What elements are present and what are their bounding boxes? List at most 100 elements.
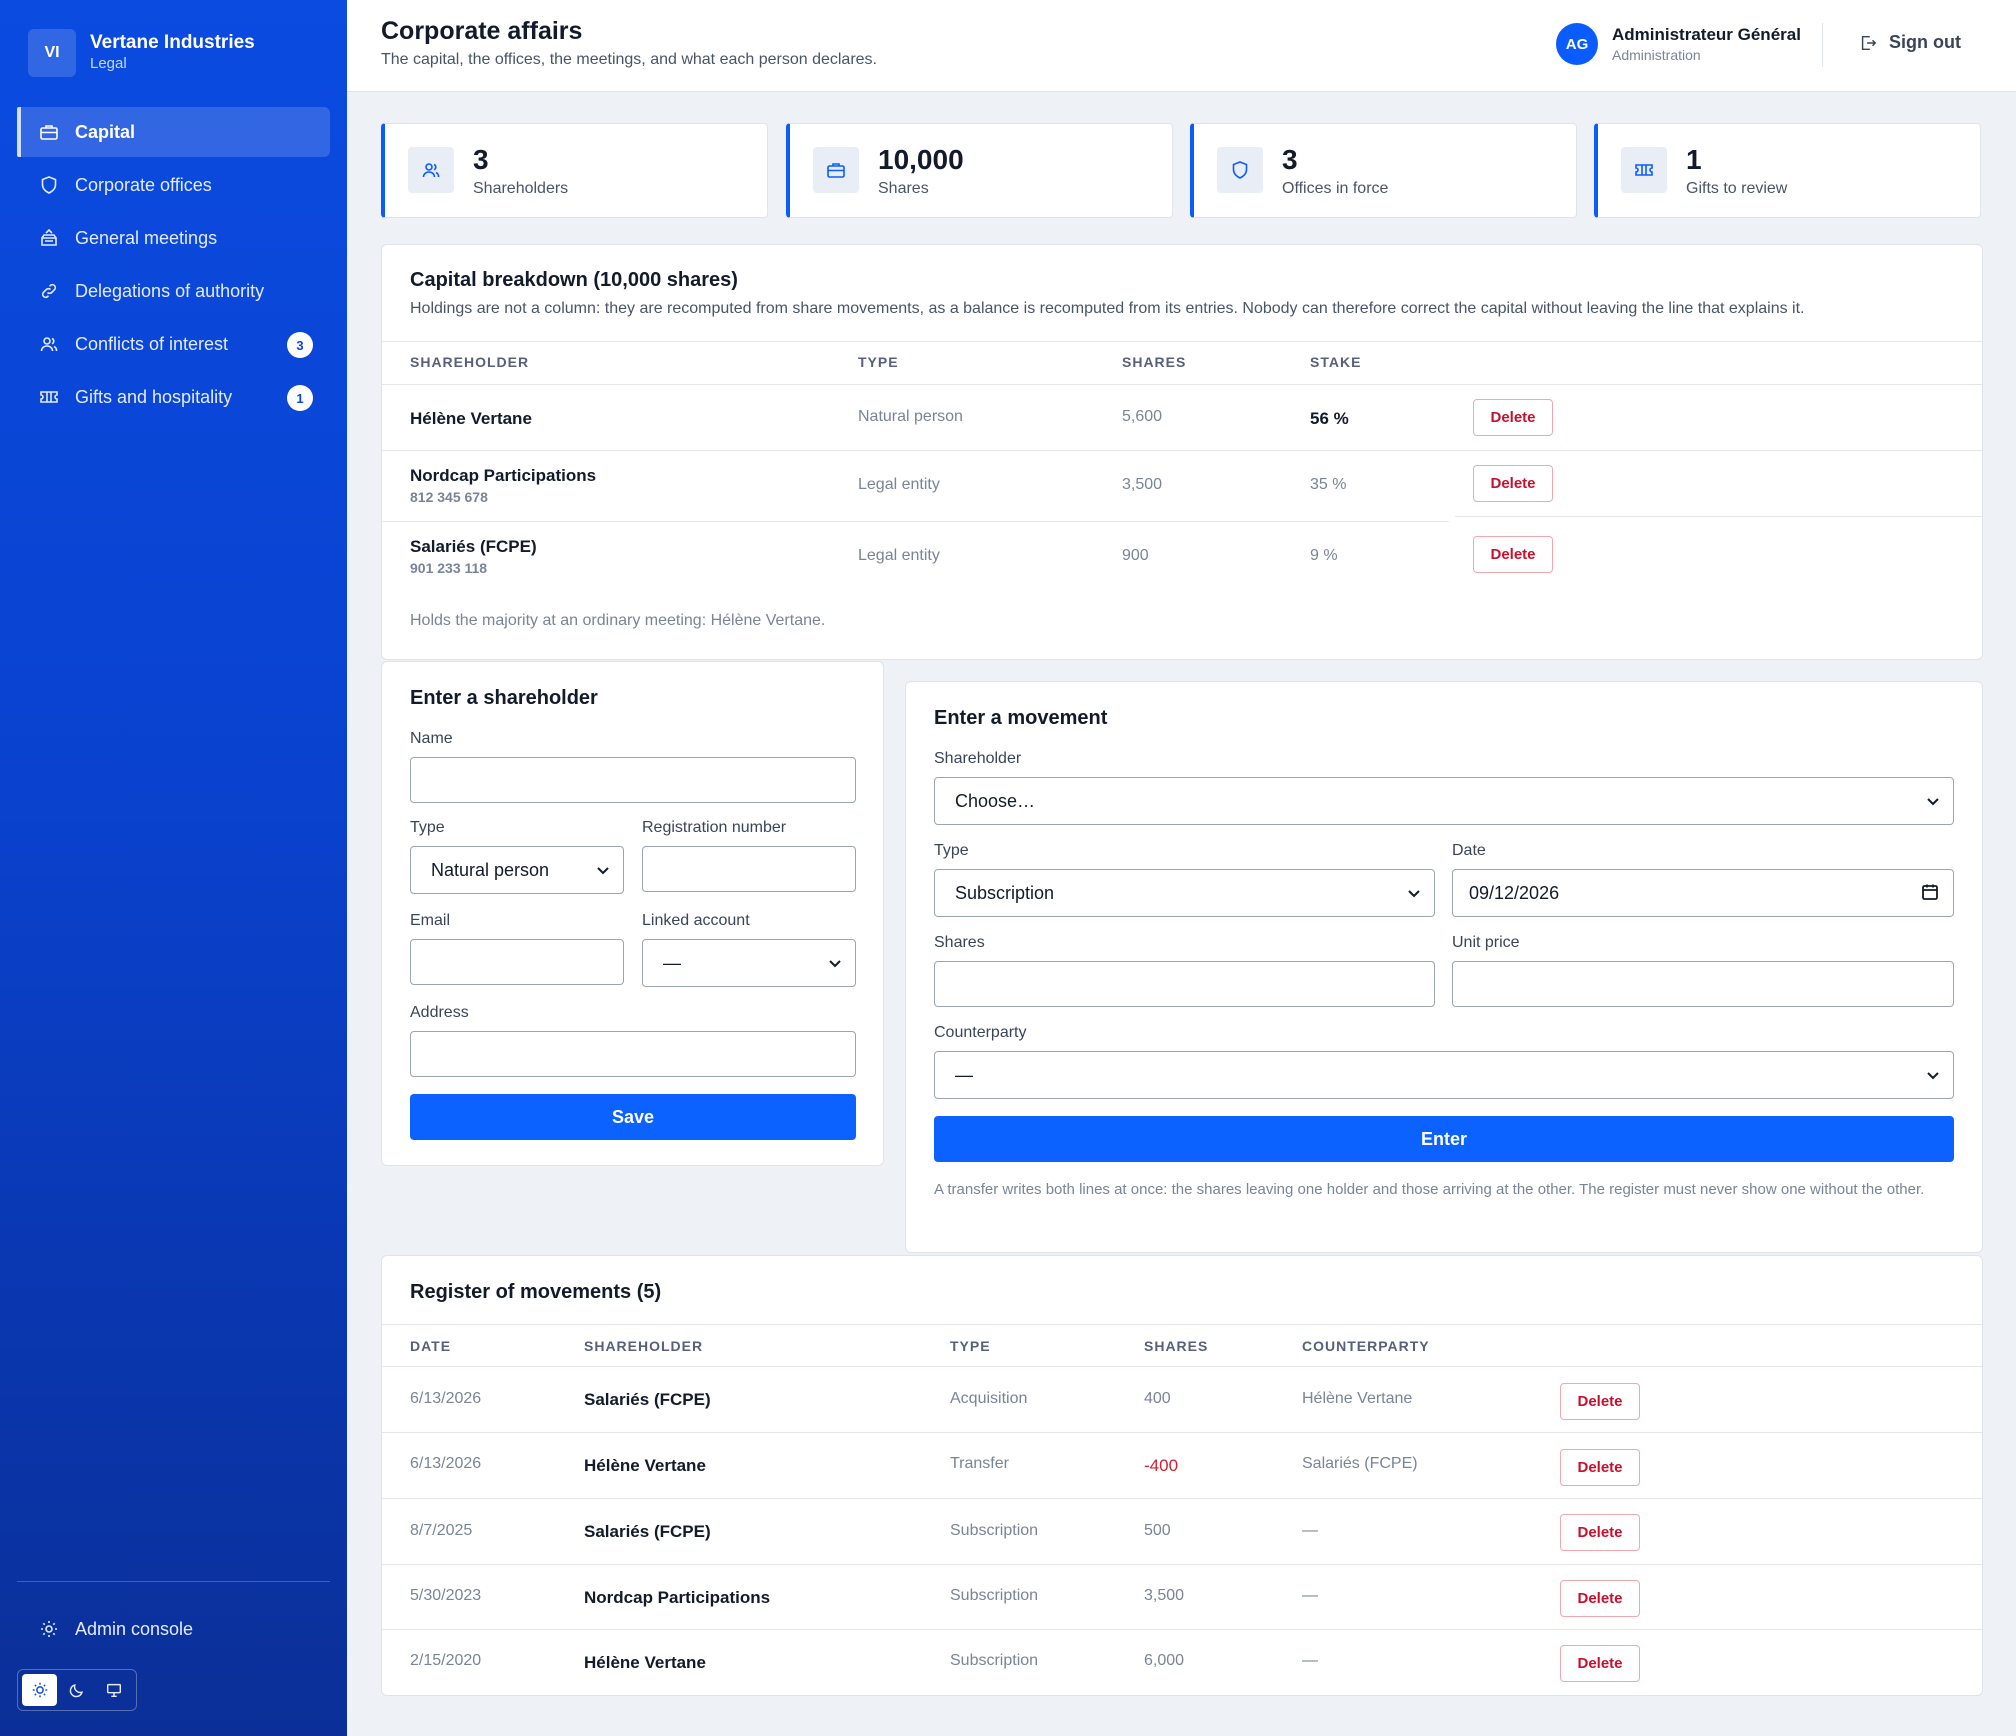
column-header: SHAREHOLDER bbox=[410, 354, 530, 370]
stat-value: 1 bbox=[1686, 144, 1702, 175]
sidebar-divider bbox=[17, 1581, 330, 1582]
movement-counterparty: Salariés (FCPE) bbox=[1302, 1455, 1418, 1472]
ticket-icon bbox=[39, 387, 59, 407]
shareholder-stake: 56 % bbox=[1310, 409, 1349, 428]
ballot-box-icon bbox=[39, 228, 59, 248]
registration-number: 901 233 118 bbox=[410, 560, 488, 576]
shareholder-form-title: Enter a shareholder bbox=[410, 687, 598, 709]
moon-icon bbox=[69, 1684, 83, 1698]
linked-account-label: Linked account bbox=[642, 912, 750, 929]
stat-card-gifts: 1 Gifts to review bbox=[1594, 123, 1981, 218]
email-label: Email bbox=[410, 912, 451, 929]
sidebar-item-label: General meetings bbox=[75, 227, 218, 248]
shares-input[interactable] bbox=[934, 961, 1435, 1007]
shareholder-stake: 35 % bbox=[1310, 476, 1347, 493]
delete-button[interactable]: Delete bbox=[1473, 465, 1553, 502]
table-divider bbox=[382, 1366, 1982, 1367]
enter-button[interactable]: Enter bbox=[934, 1116, 1954, 1162]
delete-button[interactable]: Delete bbox=[1560, 1645, 1640, 1682]
date-value: 09/12/2026 bbox=[1469, 882, 1560, 903]
movement-shareholder: Hélène Vertane bbox=[584, 1653, 706, 1672]
sidebar-item-corporate-offices[interactable]: Corporate offices bbox=[17, 160, 330, 210]
chevron-down-icon bbox=[1927, 798, 1939, 806]
count-badge: 3 bbox=[287, 332, 313, 358]
linked-account-select[interactable]: — bbox=[642, 939, 856, 987]
gear-icon bbox=[39, 1619, 59, 1639]
sidebar-nav: Capital Corporate offices General meetin… bbox=[17, 107, 330, 425]
unit-price-input[interactable] bbox=[1452, 961, 1954, 1007]
email-field[interactable] bbox=[410, 939, 624, 985]
sidebar-item-capital[interactable]: Capital bbox=[17, 107, 330, 157]
movement-date: 6/13/2026 bbox=[410, 1390, 482, 1407]
date-input[interactable]: 09/12/2026 bbox=[1452, 869, 1954, 917]
register-panel: Register of movements (5) DATE SHAREHOLD… bbox=[381, 1255, 1983, 1696]
movement-type: Subscription bbox=[950, 1652, 1039, 1669]
registration-input[interactable] bbox=[642, 846, 856, 892]
user-menu[interactable]: AG Administrateur Général Administration bbox=[1556, 23, 1801, 65]
movement-type-select[interactable]: Subscription bbox=[934, 869, 1435, 917]
name-label: Name bbox=[410, 730, 453, 747]
save-button[interactable]: Save bbox=[410, 1094, 856, 1140]
shareholder-name: Nordcap Participations bbox=[410, 466, 597, 485]
counterparty-select[interactable]: — bbox=[934, 1051, 1954, 1099]
address-input[interactable] bbox=[410, 1031, 856, 1077]
sign-out-button[interactable]: Sign out bbox=[1859, 32, 1961, 53]
admin-console-link[interactable]: Admin console bbox=[17, 1604, 330, 1654]
stat-label: Offices in force bbox=[1282, 180, 1389, 197]
shareholder-type: Legal entity bbox=[858, 547, 940, 564]
movement-shares: 6,000 bbox=[1144, 1652, 1185, 1669]
movement-shareholder: Nordcap Participations bbox=[584, 1588, 771, 1607]
type-select-value: Natural person bbox=[431, 859, 550, 880]
user-role: Administration bbox=[1612, 47, 1701, 63]
table-divider bbox=[382, 1564, 1982, 1565]
shareholder-select[interactable]: Choose… bbox=[934, 777, 1954, 825]
sidebar-item-label: Gifts and hospitality bbox=[75, 386, 233, 407]
registration-number: 812 345 678 bbox=[410, 489, 488, 505]
delete-button[interactable]: Delete bbox=[1473, 399, 1553, 436]
table-divider bbox=[382, 450, 1982, 451]
shareholder-name: Salariés (FCPE) bbox=[410, 537, 537, 556]
sidebar-item-gifts[interactable]: Gifts and hospitality 1 bbox=[17, 372, 330, 422]
shareholder-shares: 5,600 bbox=[1122, 408, 1163, 425]
delete-button[interactable]: Delete bbox=[1560, 1580, 1640, 1617]
sidebar-item-conflicts[interactable]: Conflicts of interest 3 bbox=[17, 319, 330, 369]
name-input[interactable] bbox=[410, 757, 856, 803]
delete-button[interactable]: Delete bbox=[1560, 1514, 1640, 1551]
system-theme-button[interactable] bbox=[97, 1674, 132, 1706]
stat-card-shareholders: 3 Shareholders bbox=[381, 123, 768, 218]
dark-theme-button[interactable] bbox=[59, 1674, 94, 1706]
capital-breakdown-panel: Capital breakdown (10,000 shares) Holdin… bbox=[381, 244, 1983, 660]
type-select[interactable]: Natural person bbox=[410, 846, 624, 894]
movement-counterparty: — bbox=[1302, 1522, 1318, 1539]
movement-date: 5/30/2023 bbox=[410, 1587, 482, 1604]
sun-icon bbox=[32, 1682, 47, 1698]
delete-button[interactable]: Delete bbox=[1560, 1449, 1640, 1486]
movement-shares: 3,500 bbox=[1144, 1587, 1185, 1604]
calendar-icon bbox=[1922, 884, 1938, 900]
brand[interactable]: VI Vertane Industries Legal bbox=[28, 29, 255, 77]
movement-type-label: Type bbox=[934, 842, 969, 859]
stat-card-offices: 3 Offices in force bbox=[1190, 123, 1577, 218]
delete-button[interactable]: Delete bbox=[1560, 1383, 1640, 1420]
table-divider bbox=[382, 1629, 1982, 1630]
avatar: AG bbox=[1556, 23, 1598, 65]
light-theme-button[interactable] bbox=[22, 1674, 58, 1706]
movement-shares: 400 bbox=[1144, 1390, 1171, 1407]
top-header: Corporate affairs The capital, the offic… bbox=[347, 0, 2016, 92]
sidebar-item-label: Capital bbox=[75, 121, 136, 142]
table-divider bbox=[382, 1498, 1982, 1499]
movement-type: Transfer bbox=[950, 1455, 1009, 1472]
shareholder-type: Natural person bbox=[858, 408, 963, 425]
sidebar-item-delegations[interactable]: Delegations of authority bbox=[17, 266, 330, 316]
delete-button[interactable]: Delete bbox=[1473, 536, 1553, 573]
brand-logo: VI bbox=[28, 29, 76, 77]
stat-value: 3 bbox=[1282, 144, 1298, 175]
chevron-down-icon bbox=[597, 867, 609, 875]
column-header: DATE bbox=[410, 1338, 452, 1354]
shareholder-type: Legal entity bbox=[858, 476, 940, 493]
date-label: Date bbox=[1452, 842, 1486, 859]
sidebar-item-general-meetings[interactable]: General meetings bbox=[17, 213, 330, 263]
link-icon bbox=[39, 281, 59, 301]
column-header: STAKE bbox=[1310, 354, 1362, 370]
sign-out-icon bbox=[1861, 35, 1877, 50]
